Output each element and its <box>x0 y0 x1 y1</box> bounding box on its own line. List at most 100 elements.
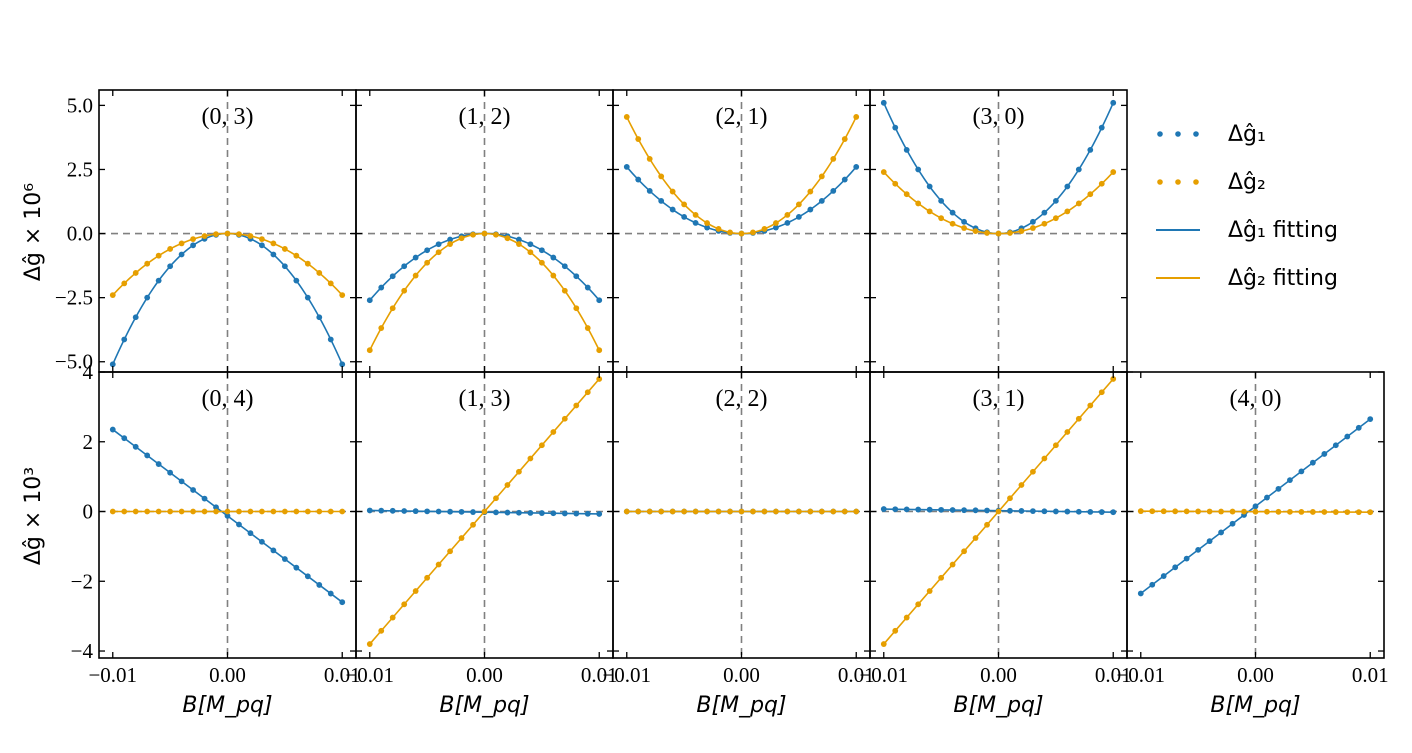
panel-3-0-g1-point-15 <box>1052 197 1059 204</box>
panel-2-1-g1-point-4 <box>669 206 676 213</box>
panel-3-0-g2-point-11 <box>1007 230 1013 236</box>
legend-label-g1-fit: Δĝ₁ fitting <box>1228 218 1338 243</box>
panel-1-2-g1-point-14 <box>527 241 534 248</box>
panel-4-0-g2-point-18 <box>1344 509 1351 516</box>
panel-0-4-xtick-label-0: −0.01 <box>88 663 137 687</box>
panel-3-0-g1-point-18 <box>1087 146 1094 153</box>
panel-3-0-g1-point-17 <box>1075 166 1082 173</box>
panel-4-0-g2-point-14 <box>1298 509 1305 515</box>
panel-1-2-g2-point-3 <box>401 287 408 294</box>
panel-3-1-g1-point-7 <box>961 507 967 514</box>
panel-0-3-g1-point-16 <box>293 277 300 284</box>
panel-1-2-g1-point-17 <box>561 263 568 270</box>
panel-2-1-g1-point-15 <box>795 214 802 220</box>
panel-0-3-g2-point-8 <box>201 233 208 239</box>
panel-0-4-g1-point-11 <box>236 521 242 528</box>
panel-2-2-xlabel: B[M_pq] <box>696 693 786 718</box>
panel-3-0-g1-point-5 <box>938 197 945 204</box>
legend: Δĝ₁ Δĝ₂ Δĝ₁ fitting Δĝ₂ fitting <box>1156 122 1338 291</box>
panel-3-0-g1-point-0 <box>880 99 887 106</box>
panel-0-3-g1-point-3 <box>144 294 151 301</box>
panel-4-0-g2-point-12 <box>1275 508 1282 515</box>
panel-0-3-g1-point-18 <box>316 314 323 321</box>
panel-0-4: 4 2 0 −2 −4−0.01 0.00 0.01 B[M_pq] (0, 4) <box>71 360 361 718</box>
panel-0-3-g2-point-7 <box>190 236 196 243</box>
panel-0-3-g1-point-17 <box>304 294 311 301</box>
panel-3-0-g1-point-3 <box>915 166 922 173</box>
panel-2-1-g1-point-1 <box>635 176 642 183</box>
panel-0-3: 5.0 2.5 0.0 −2.5 −5.0 (0, 3) <box>55 89 357 374</box>
panel-4-0-xtick-label-0: −0.01 <box>1116 663 1165 687</box>
panel-1-2-g1-point-3 <box>401 263 408 270</box>
panel-1-3-g1-point-17 <box>561 510 568 517</box>
panel-3-1-g2-point-17 <box>1075 415 1082 422</box>
panel-0-3-g2-point-17 <box>304 260 311 267</box>
panel-3-1-g2-point-8 <box>972 535 979 541</box>
panel-0-4-ytick-label-4: −4 <box>71 639 94 663</box>
panel-3-1-xtick-label-0: −0.01 <box>859 663 908 687</box>
panel-4-0-g1-point-10 <box>1252 503 1259 510</box>
panel-1-3-xtick-label-2: 0.01 <box>581 663 618 687</box>
panel-4-0: −0.01 0.00 0.01 B[M_pq] (4, 0) <box>1116 371 1389 718</box>
panel-1-2-g2-point-20 <box>596 347 603 354</box>
panel-2-1-g1-point-2 <box>646 188 653 194</box>
panel-0-3-g2-point-6 <box>178 240 185 247</box>
panel-1-3-xtick-label-1: 0.00 <box>466 663 503 687</box>
panel-0-4-g2-point-17 <box>304 508 311 515</box>
panel-2-2-g2-point-4 <box>669 508 676 515</box>
panel-2-1-g2-point-15 <box>795 201 802 208</box>
panel-3-1-g2-point-2 <box>903 614 910 621</box>
panel-3-0-g1-point-6 <box>949 209 956 216</box>
panel-1-3-g2-point-12 <box>504 482 511 488</box>
panel-3-0-g1-point-1 <box>892 124 899 131</box>
panel-0-3-g2-point-2 <box>132 270 139 276</box>
panel-0-4-g1-point-14 <box>270 547 277 554</box>
panel-0-4-g1-point-3 <box>144 452 151 459</box>
panel-1-2-g2-point-18 <box>573 305 580 312</box>
panel-3-0: (3, 0) <box>869 89 1128 373</box>
panel-1-3-g1-point-7 <box>447 508 453 515</box>
panel-0-4-g1-point-18 <box>316 582 323 588</box>
panel-1-3-g1-point-15 <box>538 510 545 516</box>
panel-4-0-g2-point-7 <box>1218 508 1224 515</box>
panel-1-2-g2-point-14 <box>527 249 534 256</box>
panel-1-2-g2-point-10 <box>481 230 488 237</box>
panel-1-3-g1-point-13 <box>516 509 522 516</box>
panel-1-3-g2-point-2 <box>389 614 396 621</box>
panel-1-3-g1-point-11 <box>493 509 499 516</box>
panel-0-3-g2-point-9 <box>213 231 219 238</box>
panel-2-1-g2-point-1 <box>635 136 642 142</box>
panel-0-4-g1-point-1 <box>121 435 128 442</box>
panel-0-3-ytick-label-2: 0.0 <box>67 222 93 246</box>
panel-3-1-g1-point-3 <box>915 506 922 513</box>
panel-4-0-g2-point-6 <box>1206 508 1213 515</box>
panel-1-2-g1-point-13 <box>516 236 522 243</box>
panel-4-0-g1-point-7 <box>1218 529 1224 536</box>
panel-3-1-g2-point-12 <box>1018 482 1025 488</box>
panel-2-1-g1-point-16 <box>807 206 814 213</box>
panel-1-3-g1-point-8 <box>458 508 465 515</box>
panel-3-1-g2-point-11 <box>1007 495 1013 502</box>
panel-0-4-g2-point-6 <box>178 508 185 515</box>
panel-4-0-g1-point-0 <box>1137 590 1144 597</box>
panel-3-0-g2-point-2 <box>903 191 910 198</box>
panel-3-1-g2-point-0 <box>880 641 887 647</box>
panel-4-0-title: (4, 0) <box>1230 386 1282 412</box>
panel-1-2-g2-point-15 <box>538 259 545 266</box>
panel-1-3-g2-point-19 <box>584 389 591 396</box>
panel-3-1-g2-point-20 <box>1110 376 1117 382</box>
legend-g2-marker-3 <box>1193 179 1199 185</box>
panel-0-4-g1-point-16 <box>293 564 300 571</box>
panel-1-2-g2-point-1 <box>378 325 385 331</box>
panel-1-2-g2-point-13 <box>516 241 522 247</box>
panel-0-3-g1-point-6 <box>178 251 185 258</box>
panel-3-1-g2-point-18 <box>1087 402 1094 409</box>
panel-1-2-g2-point-11 <box>493 231 499 238</box>
panel-4-0-g1-point-6 <box>1206 538 1213 545</box>
panel-0-4-g2-point-1 <box>121 508 128 515</box>
panel-3-1-g1-point-17 <box>1075 508 1082 515</box>
panel-0-4-g2-point-3 <box>144 508 151 515</box>
panel-1-2-g2-point-16 <box>550 272 557 279</box>
top-row-ylabel: Δĝ × 10⁶ <box>21 183 46 281</box>
panel-0-4-ytick-label-3: −2 <box>71 569 93 593</box>
